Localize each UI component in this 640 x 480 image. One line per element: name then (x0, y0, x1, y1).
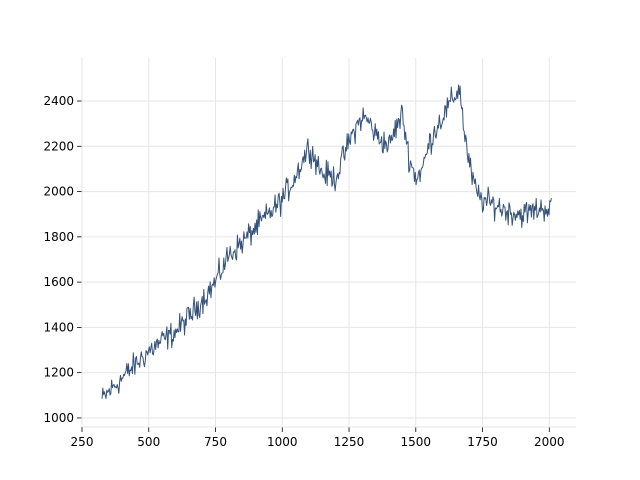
x-tick-label: 1000 (267, 435, 298, 449)
y-tick-labels: 1000 1200 1400 1600 1800 2000 2200 2400 (43, 94, 74, 425)
x-tick-label: 500 (137, 435, 160, 449)
x-tick-label: 1500 (401, 435, 432, 449)
y-tick-label: 1200 (43, 366, 74, 380)
y-tick-label: 1600 (43, 275, 74, 289)
x-tick-label: 2000 (534, 435, 565, 449)
axes (77, 58, 576, 432)
y-tick-label: 1400 (43, 320, 74, 334)
y-tick-label: 2200 (43, 139, 74, 153)
x-tick-label: 750 (204, 435, 227, 449)
x-tick-label: 1250 (334, 435, 365, 449)
y-tick-label: 1000 (43, 411, 74, 425)
x-tick-label: 1750 (467, 435, 498, 449)
x-tick-label: 250 (71, 435, 94, 449)
x-tick-labels: 250 500 750 1000 1250 1500 1750 2000 (71, 435, 565, 449)
grid-lines (81, 58, 576, 427)
series-line-0 (101, 84, 552, 399)
y-tick-label: 2000 (43, 185, 74, 199)
y-tick-label: 1800 (43, 230, 74, 244)
series-layer (101, 84, 552, 399)
y-tick-label: 2400 (43, 94, 74, 108)
